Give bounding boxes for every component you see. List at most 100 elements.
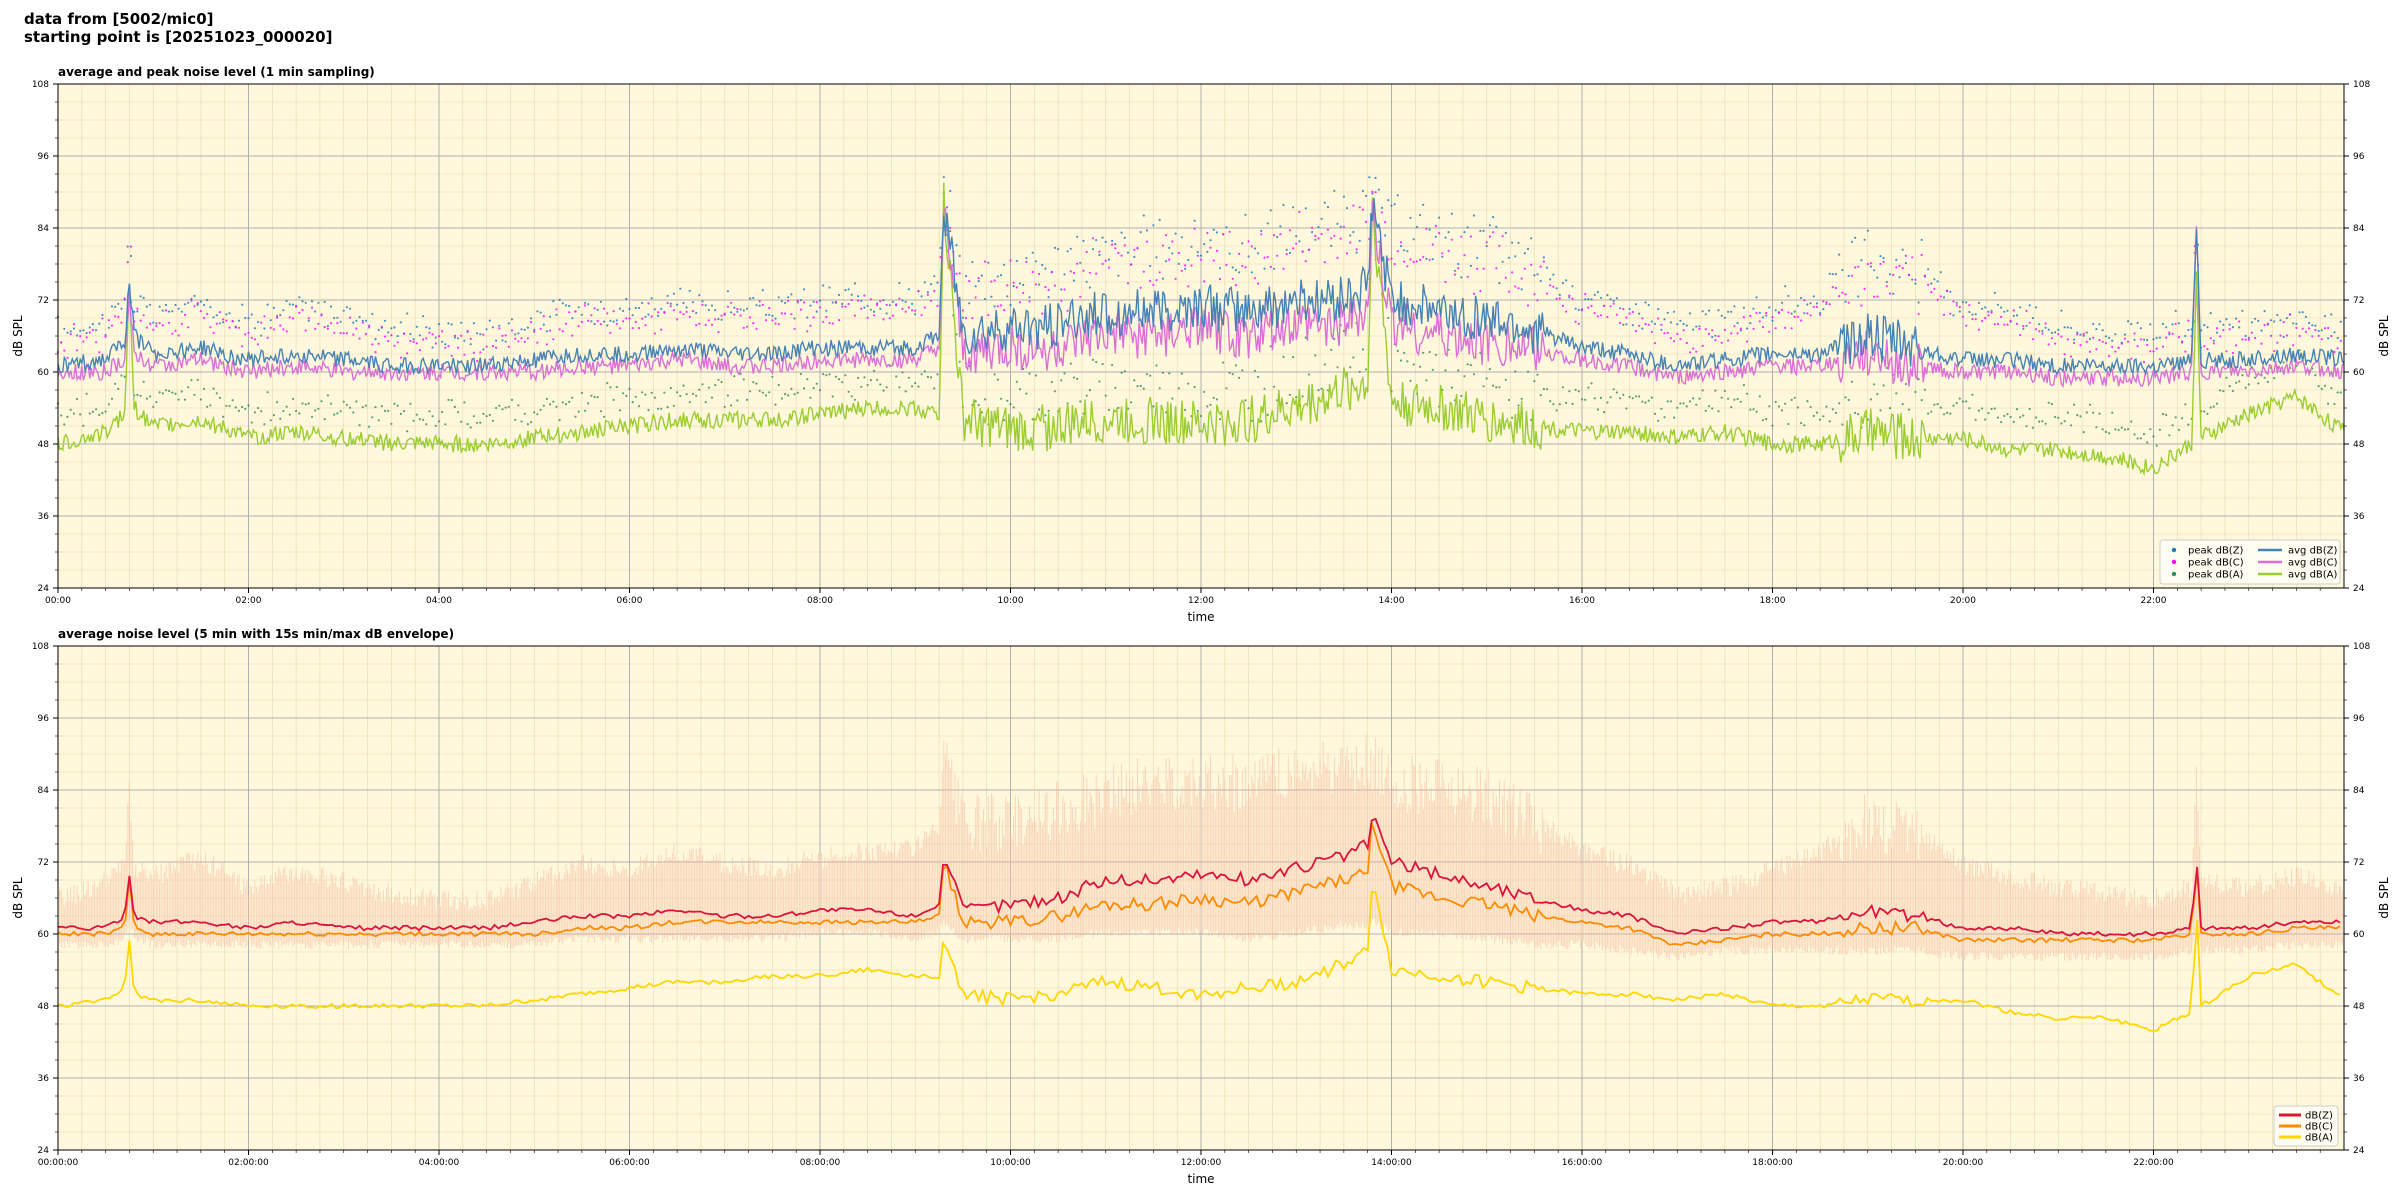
data-point [971,317,974,320]
x-tick-label: 12:00 [1188,596,1214,606]
data-point [1758,395,1761,398]
data-point [1993,323,1996,326]
data-point [745,325,749,328]
data-point [485,328,488,331]
data-point [745,307,749,310]
data-point [2301,311,2304,314]
data-point [1965,400,1968,403]
data-point [1034,260,1037,263]
data-point [1177,262,1180,265]
data-point [564,304,568,307]
data-point [183,398,187,401]
data-point [857,295,860,298]
data-point [2257,382,2260,385]
data-point [469,343,472,346]
data-point [2012,420,2015,423]
data-point [1168,246,1171,249]
data-point [180,322,183,325]
data-point [679,394,682,398]
data-point [653,332,657,335]
data-point [1165,260,1168,263]
data-point [1739,329,1742,332]
data-point [460,420,463,423]
data-point [926,291,930,294]
data-point [126,245,129,248]
data-point [872,314,876,317]
data-point [2308,327,2311,330]
data-point [1898,276,1901,279]
data-point [1876,393,1879,396]
data-point [768,391,771,394]
data-point [1587,306,1590,309]
data-point [882,299,885,302]
data-point [780,397,784,400]
data-point [88,412,91,415]
data-point [2225,350,2228,353]
data-point [1091,237,1095,240]
data-point [1911,256,1914,259]
data-point [1352,204,1355,207]
data-point [1177,251,1180,255]
data-point [1923,388,1926,391]
data-point [1679,319,1682,322]
data-point [755,382,758,385]
data-point [1965,324,1968,327]
y-tick-label: 96 [38,714,50,724]
data-point [803,288,806,291]
data-point [1695,403,1698,406]
data-point [1615,391,1618,394]
data-point [234,326,237,329]
data-point [1822,308,1825,311]
data-point [2336,347,2339,350]
data-point [1082,269,1085,272]
data-point [1272,267,1276,270]
data-point [933,275,936,278]
data-point [1981,319,1984,323]
data-point [590,314,593,317]
data-point [412,419,415,422]
data-point [1695,325,1698,328]
data-point [222,415,225,418]
data-point [168,321,171,324]
data-point [1330,237,1333,240]
data-point [491,345,495,348]
data-point [1060,379,1063,382]
data-point [815,301,818,304]
data-point [349,316,352,319]
data-point [1561,386,1564,389]
data-point [517,340,520,343]
data-point [1406,360,1409,363]
data-point [60,414,63,417]
data-point [1069,247,1072,250]
data-point [1295,242,1298,245]
data-point [717,331,720,334]
data-point [1539,279,1542,282]
data-point [1114,243,1117,246]
data-point [618,307,622,310]
data-point [1523,252,1526,255]
data-point [561,302,564,305]
data-point [885,303,888,306]
data-point [768,313,771,316]
data-point [828,373,831,376]
data-point [936,281,939,284]
data-point [1206,405,1209,408]
data-point [930,283,933,286]
data-point [653,308,657,311]
data-point [1257,282,1260,285]
data-point [2304,315,2307,318]
data-point [2073,338,2076,341]
data-point [310,300,314,303]
data-point [1653,412,1657,415]
data-point [1444,236,1447,239]
data-point [352,333,355,336]
data-point [1238,376,1241,379]
legend-label: dB(A) [2305,1133,2333,1144]
data-point [2155,444,2158,447]
y-tick-label-right: 48 [2353,440,2365,450]
data-point [1025,257,1028,260]
data-point [914,309,917,312]
data-point [2092,322,2095,326]
data-point [907,306,911,309]
